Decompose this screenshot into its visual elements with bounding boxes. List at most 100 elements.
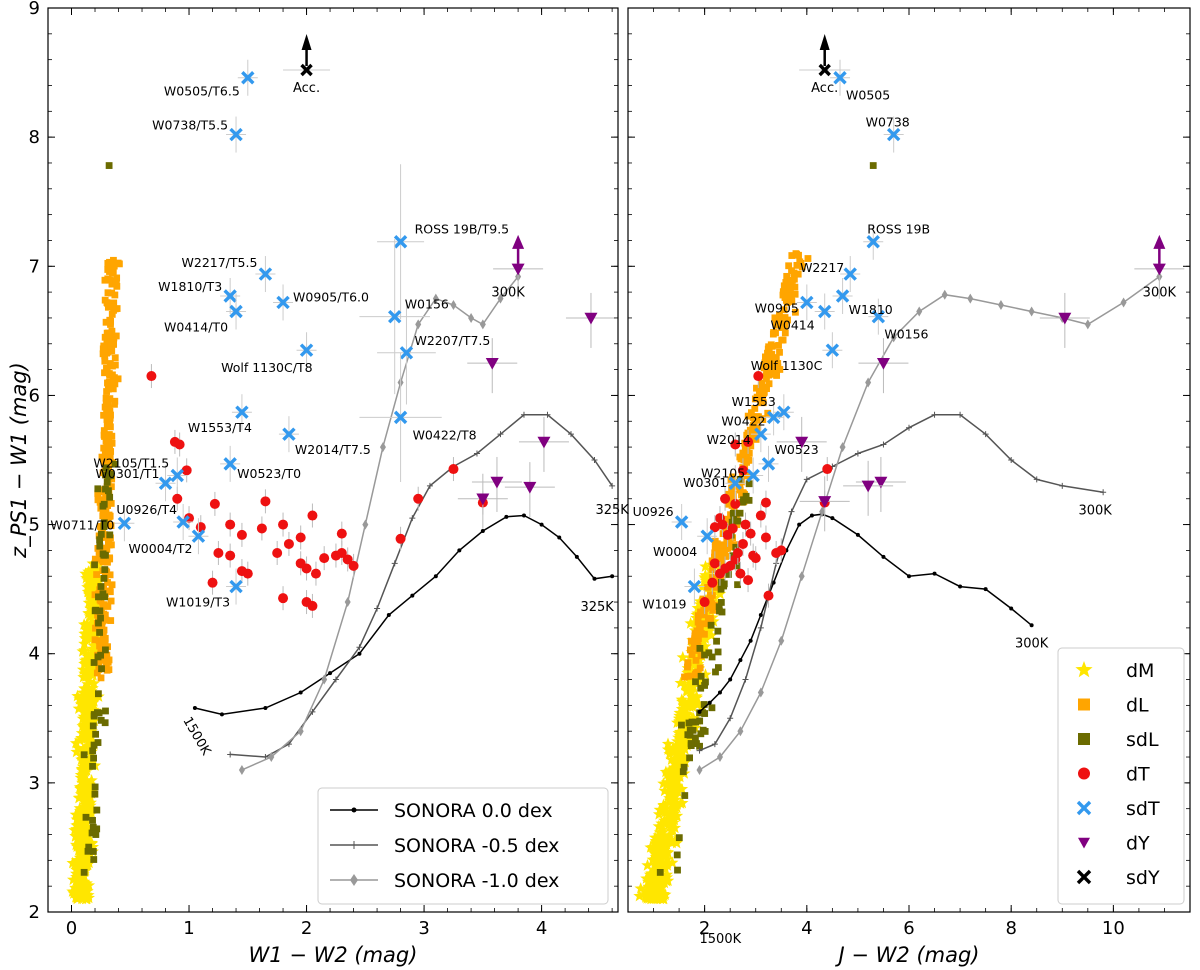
dM-point — [80, 707, 93, 720]
legend-marker — [350, 874, 358, 886]
dL-point — [112, 279, 120, 287]
dM-point — [87, 639, 101, 652]
dL-point — [104, 539, 112, 547]
dL-point — [790, 269, 798, 277]
sdL-point — [96, 542, 104, 550]
dM-point — [653, 852, 667, 864]
sdL-point — [102, 646, 109, 654]
dT-point — [172, 493, 183, 504]
dT-point — [336, 528, 347, 539]
dL-point — [763, 375, 770, 382]
dT-point — [735, 568, 746, 579]
dL-point — [743, 451, 751, 459]
sdY-label: Acc. — [293, 81, 320, 96]
dT-point — [737, 465, 748, 476]
dM-point — [687, 693, 700, 706]
sdL-point — [89, 747, 97, 755]
y-tick-label: 9 — [29, 0, 40, 19]
model-point — [238, 764, 245, 775]
point-label: W0422 — [721, 413, 765, 428]
model-point — [1084, 319, 1091, 330]
model-point — [219, 712, 224, 717]
dM-point — [82, 621, 95, 634]
sdL-point — [94, 653, 102, 661]
model-point — [957, 411, 964, 418]
sdY-point — [300, 63, 313, 77]
point-label: Wolf 1130C — [751, 358, 823, 373]
dM-point — [633, 889, 646, 902]
dT-point — [395, 533, 406, 544]
dL-point — [106, 588, 114, 596]
dL-point — [749, 414, 757, 421]
dL-point — [101, 508, 108, 515]
dL-point — [759, 383, 767, 391]
dM-point — [74, 881, 87, 894]
dL-point — [804, 255, 812, 262]
dL-point — [704, 584, 711, 591]
point-label: W0523 — [775, 442, 819, 457]
legend-marker — [351, 807, 357, 813]
dL-point — [103, 364, 111, 372]
dT-point — [709, 522, 720, 533]
legend: SONORA 0.0 dex SONORA -0.5 dex SONORA -1.0… — [317, 787, 609, 905]
model-point — [468, 312, 475, 323]
dL-point — [113, 282, 121, 290]
dL-point — [780, 306, 788, 314]
dM-point — [675, 742, 688, 755]
dT-point — [225, 519, 236, 530]
dL-point — [755, 413, 762, 421]
dL-point — [700, 611, 708, 619]
model-point — [717, 690, 722, 695]
dL-point — [92, 624, 99, 632]
dY-point — [876, 357, 890, 370]
dT-point — [413, 493, 424, 504]
dM-point — [687, 712, 700, 724]
x-tick-label: 6 — [903, 918, 914, 939]
dM-point — [668, 761, 681, 773]
sdL-point — [94, 485, 102, 493]
dL-point — [104, 300, 112, 307]
dL-point — [91, 591, 99, 599]
dL-point — [709, 606, 717, 614]
point-label: W0301/T1 — [96, 466, 160, 481]
y-tick-label: 2 — [29, 902, 40, 923]
model-point — [391, 560, 398, 567]
model-point — [728, 677, 733, 682]
dL-point — [108, 327, 116, 335]
dM-point — [79, 731, 92, 743]
dM-point — [702, 573, 715, 586]
dL-point — [717, 559, 725, 567]
dL-point — [108, 280, 116, 288]
sdT-point — [170, 468, 184, 483]
legend-marker — [1075, 661, 1093, 678]
model-point — [809, 513, 814, 518]
dL-point — [743, 458, 750, 466]
sdL-point — [734, 517, 742, 525]
dL-point — [692, 671, 699, 678]
dT-point — [730, 439, 741, 450]
dM-point — [82, 891, 95, 904]
dL-point — [108, 581, 116, 589]
dM-point — [702, 625, 715, 638]
x-axis-label: J − W2 (mag) — [835, 943, 980, 967]
dL-point — [103, 651, 111, 659]
dT-point — [225, 550, 236, 561]
point-label: W1019/T3 — [166, 595, 230, 610]
dY-point — [818, 496, 832, 508]
point-label: W0156 — [405, 297, 449, 312]
model-point — [362, 519, 369, 530]
dT-point — [307, 600, 318, 611]
dL-point — [104, 658, 112, 666]
plot-area — [633, 59, 1185, 905]
sdL-point — [674, 866, 681, 874]
model-point — [610, 574, 615, 579]
dL-point — [768, 342, 776, 350]
dY-point — [485, 357, 499, 370]
dM-point — [83, 808, 97, 821]
legend-label: sdT — [1126, 798, 1160, 820]
dL-point — [779, 320, 787, 327]
model-line — [699, 513, 1033, 713]
dL-point — [722, 553, 729, 560]
sdT-point — [843, 267, 857, 281]
dM-point — [77, 805, 91, 817]
